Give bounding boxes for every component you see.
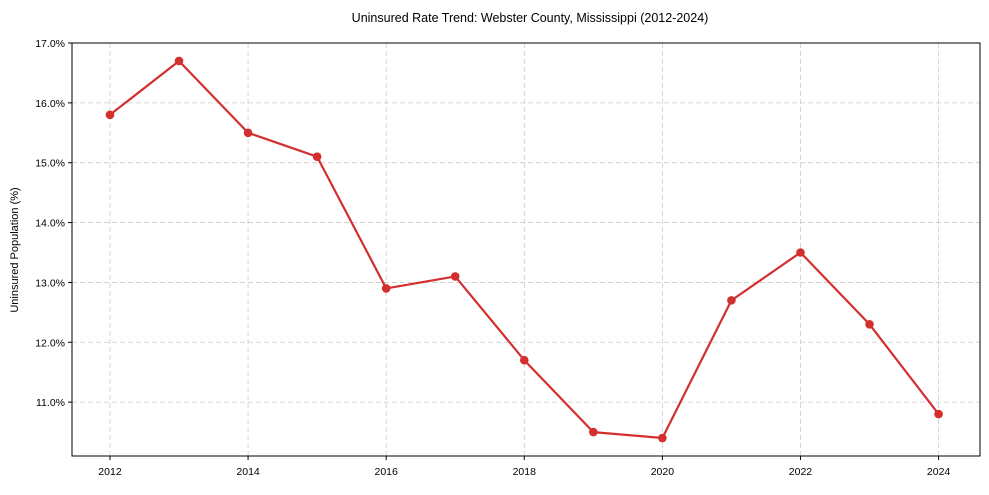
x-tick-label: 2022 [789, 466, 813, 478]
y-tick-label: 12.0% [35, 337, 65, 349]
y-tick-label: 11.0% [36, 397, 65, 409]
grid-lines [72, 42, 980, 456]
x-tick-label: 2018 [513, 466, 537, 478]
data-point-marker [727, 296, 736, 305]
data-point-marker [105, 110, 115, 120]
y-tick-label: 17.0% [35, 38, 65, 50]
data-series [105, 56, 943, 443]
x-tick-label: 2016 [374, 466, 398, 478]
y-tick-label: 15.0% [35, 158, 65, 170]
data-point-marker [589, 427, 598, 437]
x-tick-label: 2020 [651, 466, 675, 478]
data-point-marker [243, 128, 253, 138]
data-point-marker [865, 320, 874, 329]
data-point-marker [312, 152, 322, 162]
data-point-marker [658, 433, 667, 443]
y-tick-label: 16.0% [35, 98, 65, 110]
data-point-marker [174, 56, 184, 66]
x-tick-label: 2012 [98, 466, 122, 478]
axes: 11.0% 12.0% 13.0% 14.0% 15.0% 16.0% 17.0% 2012 2… [35, 38, 950, 478]
data-point-marker [450, 272, 460, 281]
y-axis-label: Uninsured Population (%) [9, 187, 21, 312]
plot-frame [71, 42, 981, 457]
data-point-marker [934, 409, 943, 419]
data-point-marker [796, 248, 805, 257]
data-point-marker [381, 284, 391, 293]
x-tick-label: 2014 [236, 466, 260, 478]
x-tick-label: 2024 [927, 466, 951, 478]
y-tick-label: 14.0% [35, 218, 65, 230]
data-point-marker [519, 355, 529, 365]
y-tick-label: 13.0% [35, 277, 65, 289]
chart-title: Uninsured Rate Trend: Webster County, Mi… [352, 11, 709, 25]
